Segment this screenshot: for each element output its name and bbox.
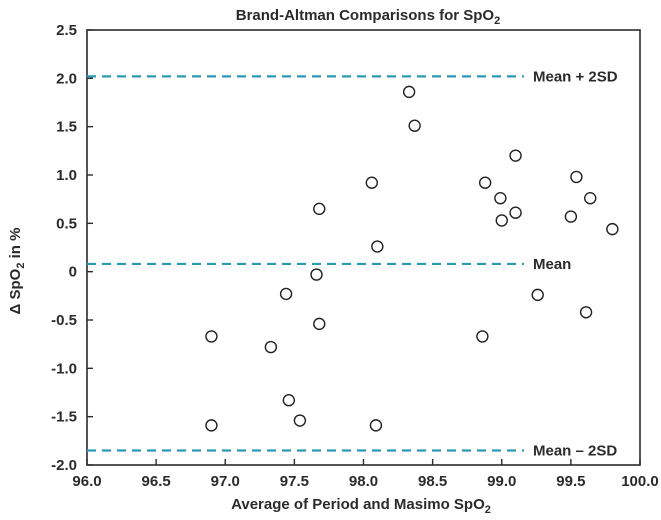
data-point (402, 85, 416, 99)
plot-frame (86, 29, 641, 466)
data-point (264, 340, 278, 354)
y-tick-label: -0.5 (51, 312, 77, 329)
x-tick-label: 98.5 (418, 473, 447, 490)
data-point (478, 176, 492, 189)
data-point (495, 214, 508, 227)
data-point (494, 191, 507, 205)
x-tick-label: 96.5 (142, 473, 171, 490)
y-tick-label: 0 (69, 264, 77, 281)
data-point (564, 210, 578, 223)
chart-title: Brand-Altman Comparisons for SpO2 (236, 7, 500, 27)
data-point (313, 317, 326, 331)
y-tick-label: 1.5 (56, 119, 77, 136)
y-tick-label: -2.0 (51, 457, 77, 474)
data-point (205, 419, 218, 432)
x-tick-label: 100.0 (621, 473, 659, 490)
data-point (408, 119, 421, 132)
data-point (579, 306, 593, 319)
y-tick-label: 1.0 (56, 167, 77, 184)
reference-line-label: Mean (533, 256, 571, 273)
reference-line-label: Mean – 2SD (533, 443, 617, 460)
x-tick-label: 99.5 (556, 473, 585, 490)
x-tick-label: 98.0 (349, 473, 378, 490)
plot-area: 96.0 96.5 97.0 97.5 98.0 98.5 99.0 99.5 100.0 2.5… (51, 22, 659, 490)
x-axis-title: Average of Period and Masimo SpO2 (231, 496, 491, 516)
reference-line-label: Mean + 2SD (533, 68, 618, 85)
data-point (584, 191, 597, 205)
y-tick-label: 2.5 (56, 22, 77, 39)
data-point (310, 268, 323, 281)
data-point (282, 394, 296, 407)
y-tick-label: -1.5 (51, 409, 77, 426)
data-point (570, 170, 583, 184)
data-point (531, 288, 544, 302)
x-tick-label: 99.0 (487, 473, 516, 490)
data-point (293, 414, 307, 427)
y-tick-label: 2.0 (56, 70, 77, 87)
data-point (279, 287, 293, 301)
y-tick-label: 0.5 (56, 215, 77, 232)
data-point (476, 330, 489, 343)
x-tick-label: 97.5 (280, 473, 309, 490)
data-point (509, 206, 522, 219)
y-axis-title: Δ SpO2 in % (7, 228, 27, 315)
y-tick-label: -1.0 (51, 360, 77, 377)
data-point (205, 330, 218, 343)
x-tick-label: 97.0 (211, 473, 240, 490)
data-point (365, 176, 378, 189)
data-point (313, 202, 326, 216)
data-point (606, 222, 619, 236)
x-tick-label: 96.0 (72, 473, 101, 490)
data-point (369, 419, 383, 432)
data-point (371, 240, 384, 253)
data-point (509, 149, 522, 162)
